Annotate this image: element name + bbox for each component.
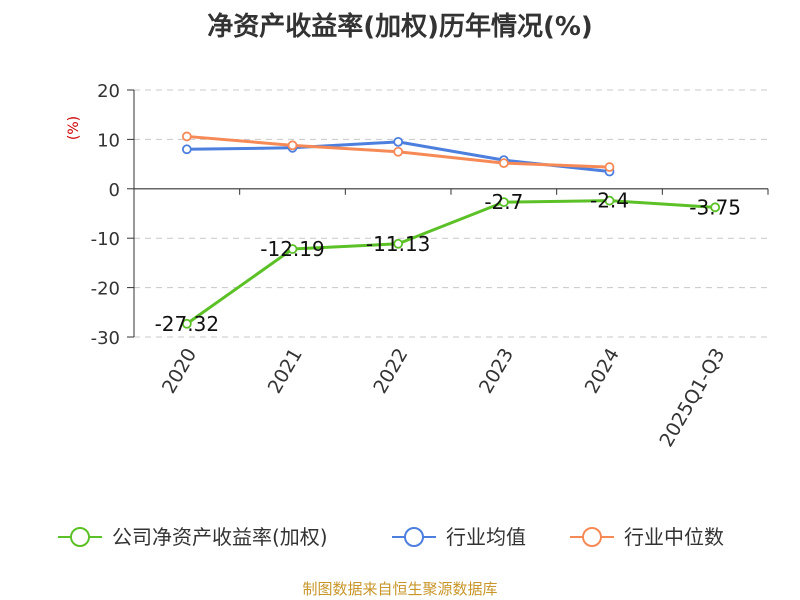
data-point: [181, 144, 192, 155]
legend: 公司净资产收益率(加权) 行业均值 行业中位数: [58, 525, 724, 549]
data-point: [498, 158, 509, 169]
data-point: [604, 162, 615, 172]
legend-swatch-marker: [404, 527, 424, 547]
source-footer: 制图数据来自恒生聚源数据库: [302, 580, 498, 598]
data-label: -27.32: [155, 312, 219, 336]
legend-label: 行业中位数: [624, 525, 724, 549]
data-point: [498, 197, 509, 208]
legend-item: 公司净资产收益率(加权): [58, 525, 328, 549]
legend-label: 公司净资产收益率(加权): [112, 525, 328, 549]
legend-swatch-marker: [70, 527, 90, 547]
x-tick-label: 2025Q1-Q3: [655, 345, 729, 451]
data-point: [604, 195, 615, 206]
data-label: -2.7: [484, 190, 523, 214]
chart-title: 净资产收益率(加权)历年情况(%): [207, 12, 593, 42]
y-tick-label: -30: [91, 328, 120, 349]
data-label: -3.75: [689, 195, 741, 219]
data-point: [287, 140, 298, 151]
data-point: [181, 318, 192, 329]
data-label: -2.4: [590, 189, 629, 213]
grid-layer: [134, 89, 768, 338]
x-tick-label: 2021: [264, 345, 307, 398]
series-layer: [181, 131, 721, 329]
legend-item: 行业均值: [392, 525, 526, 549]
data-point: [287, 244, 298, 254]
data-label: -11.13: [366, 232, 430, 256]
y-tick-label: 20: [97, 81, 120, 102]
legend-swatch-marker: [582, 527, 602, 547]
y-tick-label: -10: [91, 229, 120, 250]
x-tick-label: 2020: [158, 345, 201, 398]
series-line: [185, 199, 716, 325]
legend-item: 行业中位数: [570, 525, 724, 549]
data-label: -12.19: [260, 237, 324, 261]
x-tick-label: 2024: [581, 345, 624, 398]
x-tick-label: 2023: [475, 345, 518, 398]
y-tick-label: 10: [97, 130, 120, 151]
data-point: [393, 238, 404, 249]
data-point: [393, 136, 404, 147]
data-point: [181, 131, 192, 142]
legend-label: 行业均值: [446, 525, 526, 549]
data-point: [710, 202, 721, 213]
y-tick-label: -20: [91, 279, 120, 300]
data-point: [393, 146, 404, 157]
label-layer: -27.32 -12.19 -11.13 -2.7 -2.4 -3.75: [155, 189, 741, 336]
y-unit-label: (%): [66, 116, 82, 140]
y-tick-label: 0: [109, 180, 120, 201]
axis-layer: 20 10 0 -10 -20 -30 (%) 2020 2021 2022 2023 2024 202…: [66, 81, 769, 451]
x-tick-label: 2022: [369, 345, 412, 398]
